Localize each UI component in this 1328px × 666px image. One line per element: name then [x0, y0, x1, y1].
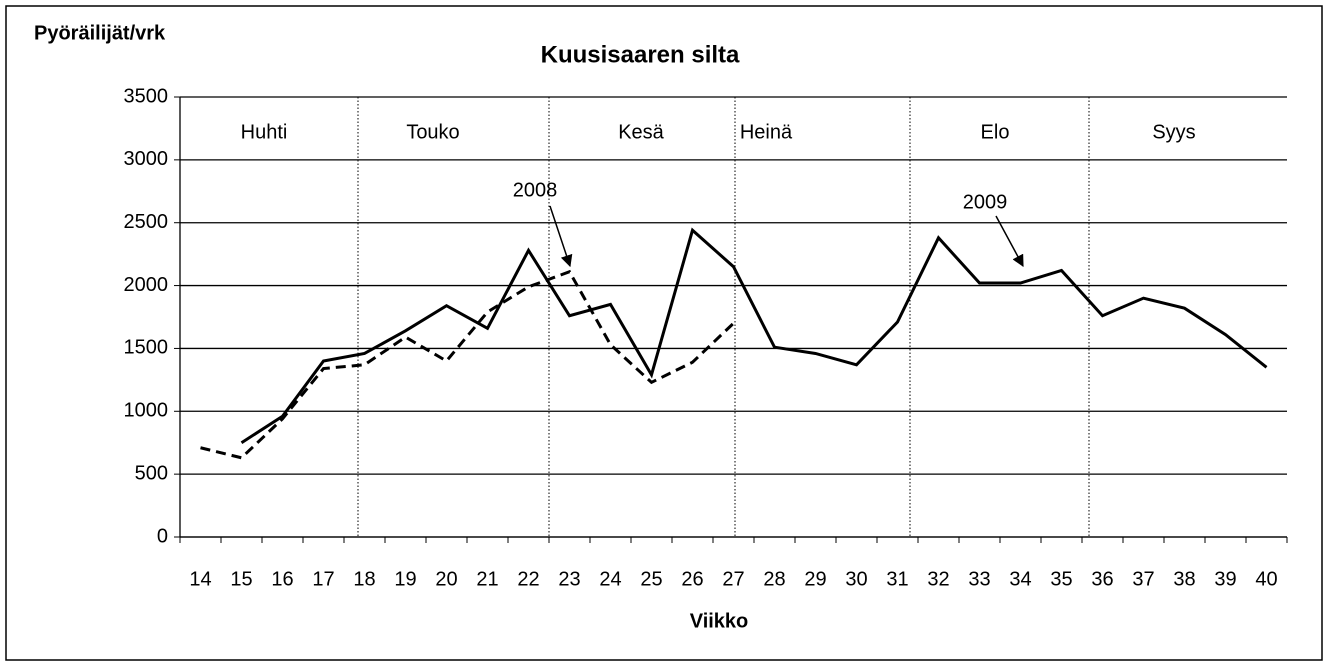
- y-tick-label: 0: [157, 525, 168, 547]
- x-tick-label: 36: [1091, 568, 1113, 590]
- y-tick-label: 3500: [124, 85, 169, 107]
- x-tick-label: 24: [599, 568, 621, 590]
- month-label: Kesä: [618, 121, 664, 143]
- month-label: Syys: [1152, 121, 1195, 143]
- x-tick-label: 33: [968, 568, 990, 590]
- y-tick-label: 2000: [124, 274, 169, 296]
- x-tick-label: 15: [230, 568, 252, 590]
- month-label: Touko: [406, 121, 459, 143]
- x-tick-label: 28: [763, 568, 785, 590]
- chart-title: Kuusisaaren silta: [541, 41, 740, 68]
- y-axis-label: Pyöräilijät/vrk: [34, 22, 166, 44]
- x-tick-label: 30: [845, 568, 867, 590]
- x-tick-label: 17: [312, 568, 334, 590]
- y-tick-label: 2500: [124, 211, 169, 233]
- x-tick-label: 38: [1173, 568, 1195, 590]
- x-tick-label: 29: [804, 568, 826, 590]
- x-tick-label: 26: [681, 568, 703, 590]
- x-tick-label: 31: [886, 568, 908, 590]
- series-annotation: 2008: [513, 179, 558, 201]
- y-tick-label: 500: [135, 462, 168, 484]
- series-line: [240, 227, 1268, 444]
- x-tick-label: 27: [722, 568, 744, 590]
- x-tick-label: 39: [1214, 568, 1236, 590]
- y-tick-label: 1500: [124, 337, 169, 359]
- x-tick-label: 25: [640, 568, 662, 590]
- x-axis-label: Viikko: [690, 610, 749, 632]
- y-tick-label: 3000: [124, 148, 169, 170]
- x-tick-label: 35: [1050, 568, 1072, 590]
- y-tick-label: 1000: [124, 400, 169, 422]
- x-tick-label: 37: [1132, 568, 1154, 590]
- x-tick-label: 32: [927, 568, 949, 590]
- x-tick-label: 22: [517, 568, 539, 590]
- annotation-arrow: [995, 215, 1024, 268]
- x-tick-label: 40: [1255, 568, 1277, 590]
- x-tick-label: 20: [435, 568, 457, 590]
- annotation-arrow: [549, 205, 573, 268]
- x-tick-label: 14: [189, 568, 211, 590]
- x-tick-label: 21: [476, 568, 498, 590]
- x-tick-label: 23: [558, 568, 580, 590]
- x-tick-label: 19: [394, 568, 416, 590]
- x-tick-label: 16: [271, 568, 293, 590]
- month-label: Huhti: [241, 121, 288, 143]
- month-label: Elo: [981, 121, 1010, 143]
- x-tick-label: 18: [353, 568, 375, 590]
- series-annotation: 2009: [963, 191, 1008, 213]
- x-tick-label: 34: [1009, 568, 1031, 590]
- month-label: Heinä: [740, 121, 793, 143]
